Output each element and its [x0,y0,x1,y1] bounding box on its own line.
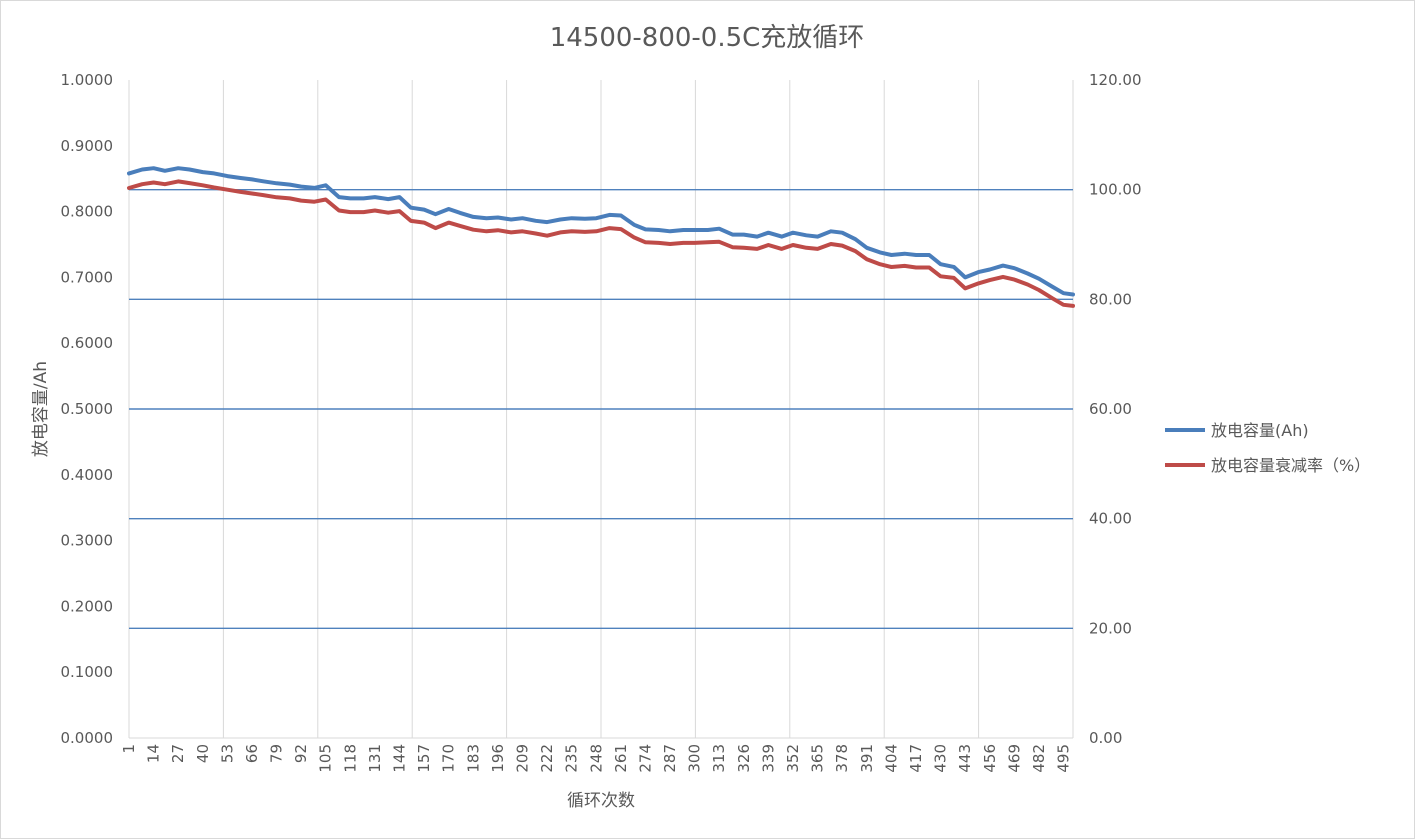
x-tick-label: 300 [686,744,704,773]
y2-tick-label: 80.00 [1089,290,1132,308]
x-tick-label: 79 [268,744,286,763]
x-tick-label: 326 [735,744,753,773]
y-tick-label: 0.9000 [61,137,114,155]
y-tick-label: 0.1000 [61,663,114,681]
x-tick-label: 417 [907,744,925,773]
y-tick-label: 0.6000 [61,334,114,352]
x-axis-title: 循环次数 [567,791,635,811]
series-line-capacity [127,166,1075,297]
x-tick-label: 365 [809,744,827,773]
y2-tick-label: 120.00 [1089,71,1142,89]
y2-tick-label: 20.00 [1089,619,1132,637]
y-tick-label: 0.2000 [61,597,114,615]
x-tick-label: 482 [1030,744,1048,773]
x-tick-label: 183 [464,744,482,773]
x-tick-label: 495 [1055,744,1073,773]
x-tick-label: 248 [587,744,605,773]
left-axis-ticks: 0.0000 0.1000 0.2000 0.3000 0.4000 0.5000 0.60… [61,71,114,747]
y2-tick-label: 100.00 [1089,181,1142,199]
y2-tick-label: 60.00 [1089,400,1132,418]
x-tick-label: 274 [637,744,655,773]
x-tick-label: 313 [710,744,728,773]
legend-label-decay-rate: 放电容量衰减率（%） [1211,456,1370,475]
series-line-decay-rate [127,179,1075,308]
x-tick-label: 378 [833,744,851,773]
x-axis-ticks: 1 14 27 40 53 66 79 92 105 118 131 144 157 170 183 196 2… [120,744,1073,773]
x-tick-label: 105 [317,744,335,773]
x-tick-label: 391 [858,744,876,773]
y-tick-label: 0.4000 [61,466,114,484]
x-tick-label: 92 [292,744,310,763]
legend-label-capacity: 放电容量(Ah) [1211,421,1309,440]
y-tick-label: 0.0000 [61,729,114,747]
x-tick-label: 118 [341,744,359,773]
x-tick-label: 469 [1005,744,1023,773]
horizontal-gridlines [129,188,1073,630]
x-tick-label: 157 [415,744,433,773]
series-layer [127,166,1075,308]
y-tick-label: 0.7000 [61,268,114,286]
y-tick-label: 1.0000 [61,71,114,89]
x-tick-label: 339 [759,744,777,773]
x-tick-label: 209 [514,744,532,773]
x-tick-label: 1 [120,744,138,754]
x-tick-label: 456 [981,744,999,773]
x-tick-label: 196 [489,744,507,773]
x-tick-label: 261 [612,744,630,773]
y-tick-label: 0.5000 [61,400,114,418]
y-axis-title: 放电容量/Ah [31,361,51,457]
x-tick-label: 53 [218,744,236,763]
x-tick-label: 287 [661,744,679,773]
y2-tick-label: 0.00 [1089,729,1122,747]
x-tick-label: 443 [956,744,974,773]
x-tick-label: 66 [243,744,261,763]
y-tick-label: 0.3000 [61,532,114,550]
x-tick-label: 40 [194,744,212,763]
x-tick-label: 144 [391,744,409,773]
y2-tick-label: 40.00 [1089,510,1132,528]
x-tick-label: 222 [538,744,556,773]
x-tick-label: 235 [563,744,581,773]
y-tick-label: 0.8000 [61,203,114,221]
x-tick-label: 430 [932,744,950,773]
legend: 放电容量(Ah) 放电容量衰减率（%） [1165,421,1370,475]
chart-title: 14500-800-0.5C充放循环 [550,23,865,53]
x-tick-label: 131 [366,744,384,773]
right-axis-ticks: 0.00 20.00 40.00 60.00 80.00 100.00 120.00 [1089,71,1142,747]
x-tick-label: 170 [440,744,458,773]
x-tick-label: 27 [169,744,187,763]
x-tick-label: 404 [882,744,900,773]
x-tick-label: 14 [145,744,163,763]
x-tick-label: 352 [784,744,802,773]
